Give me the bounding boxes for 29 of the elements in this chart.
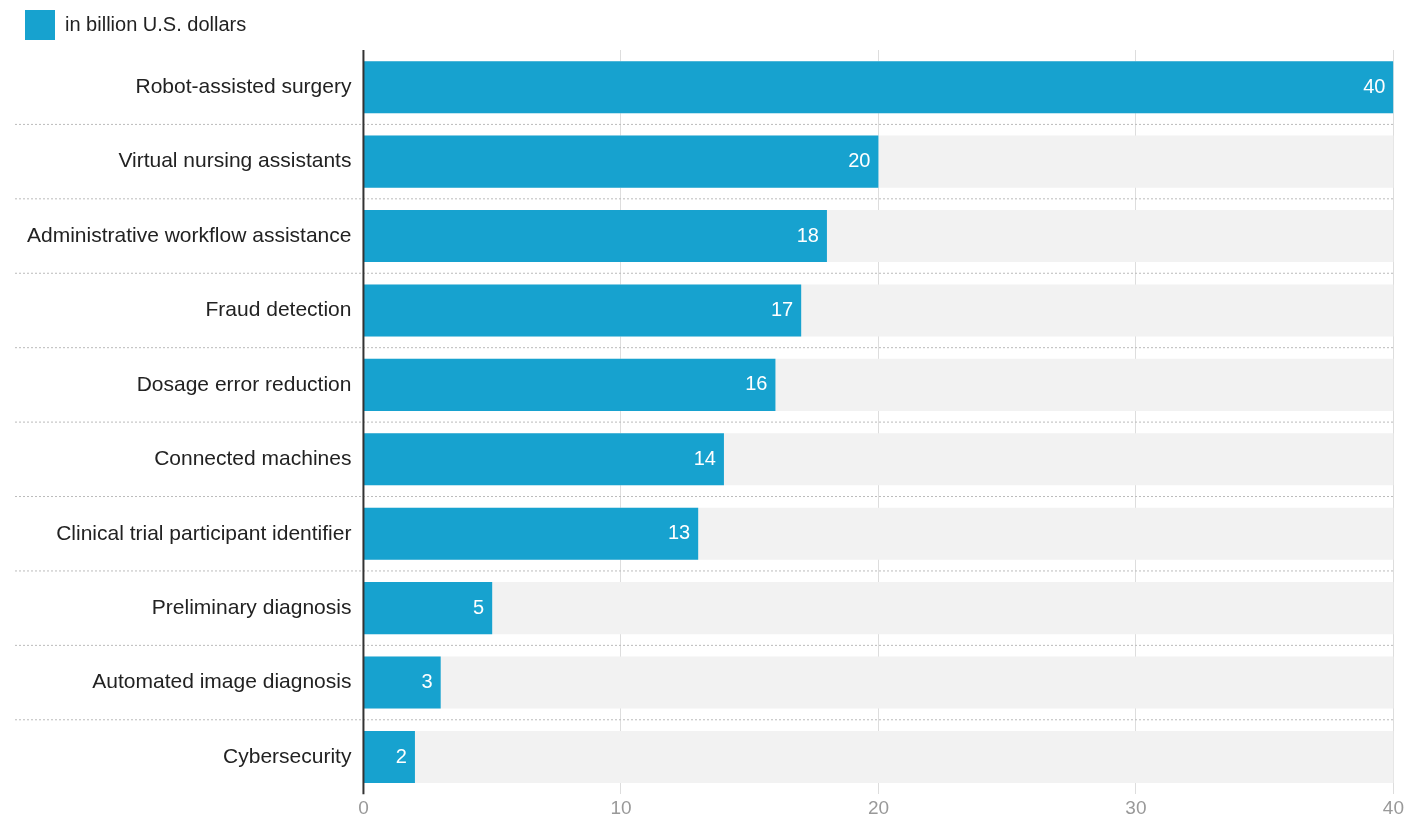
data-label: 2 [395, 744, 407, 767]
bar [363, 730, 415, 784]
x-tick-label: 0 [358, 796, 369, 818]
data-label: 16 [745, 372, 768, 395]
y-tick-label: Administrative workflow assistance [26, 222, 352, 246]
data-label: 5 [473, 595, 485, 618]
x-tick-label: 30 [1125, 796, 1147, 818]
y-tick-label: Cybersecurity [223, 743, 352, 767]
y-tick-label: Dosage error reduction [136, 371, 352, 395]
y-tick-label: Clinical trial participant identifier [56, 520, 352, 544]
data-label: 18 [796, 223, 819, 246]
data-label: 14 [693, 446, 716, 469]
y-tick-label: Virtual nursing assistants [118, 148, 352, 172]
data-label: 3 [421, 670, 433, 693]
y-tick-label: Connected machines [154, 446, 352, 470]
data-label: 13 [667, 521, 691, 544]
x-tick-label: 10 [610, 796, 632, 818]
y-tick-label: Preliminary diagnosis [151, 594, 352, 618]
x-tick-label: 40 [1382, 796, 1404, 818]
y-tick-label: Automated image diagnosis [92, 669, 352, 693]
y-tick-label: Fraud detection [205, 297, 352, 321]
data-label: 20 [848, 149, 871, 172]
y-tick-label: Robot-assisted surgery [135, 74, 352, 98]
x-tick-label: 20 [867, 796, 890, 818]
bar [363, 656, 441, 709]
bar [363, 582, 493, 635]
data-label: 17 [770, 297, 794, 320]
legend-label: in billion U.S. dollars [65, 12, 247, 35]
data-label: 40 [1363, 74, 1386, 97]
